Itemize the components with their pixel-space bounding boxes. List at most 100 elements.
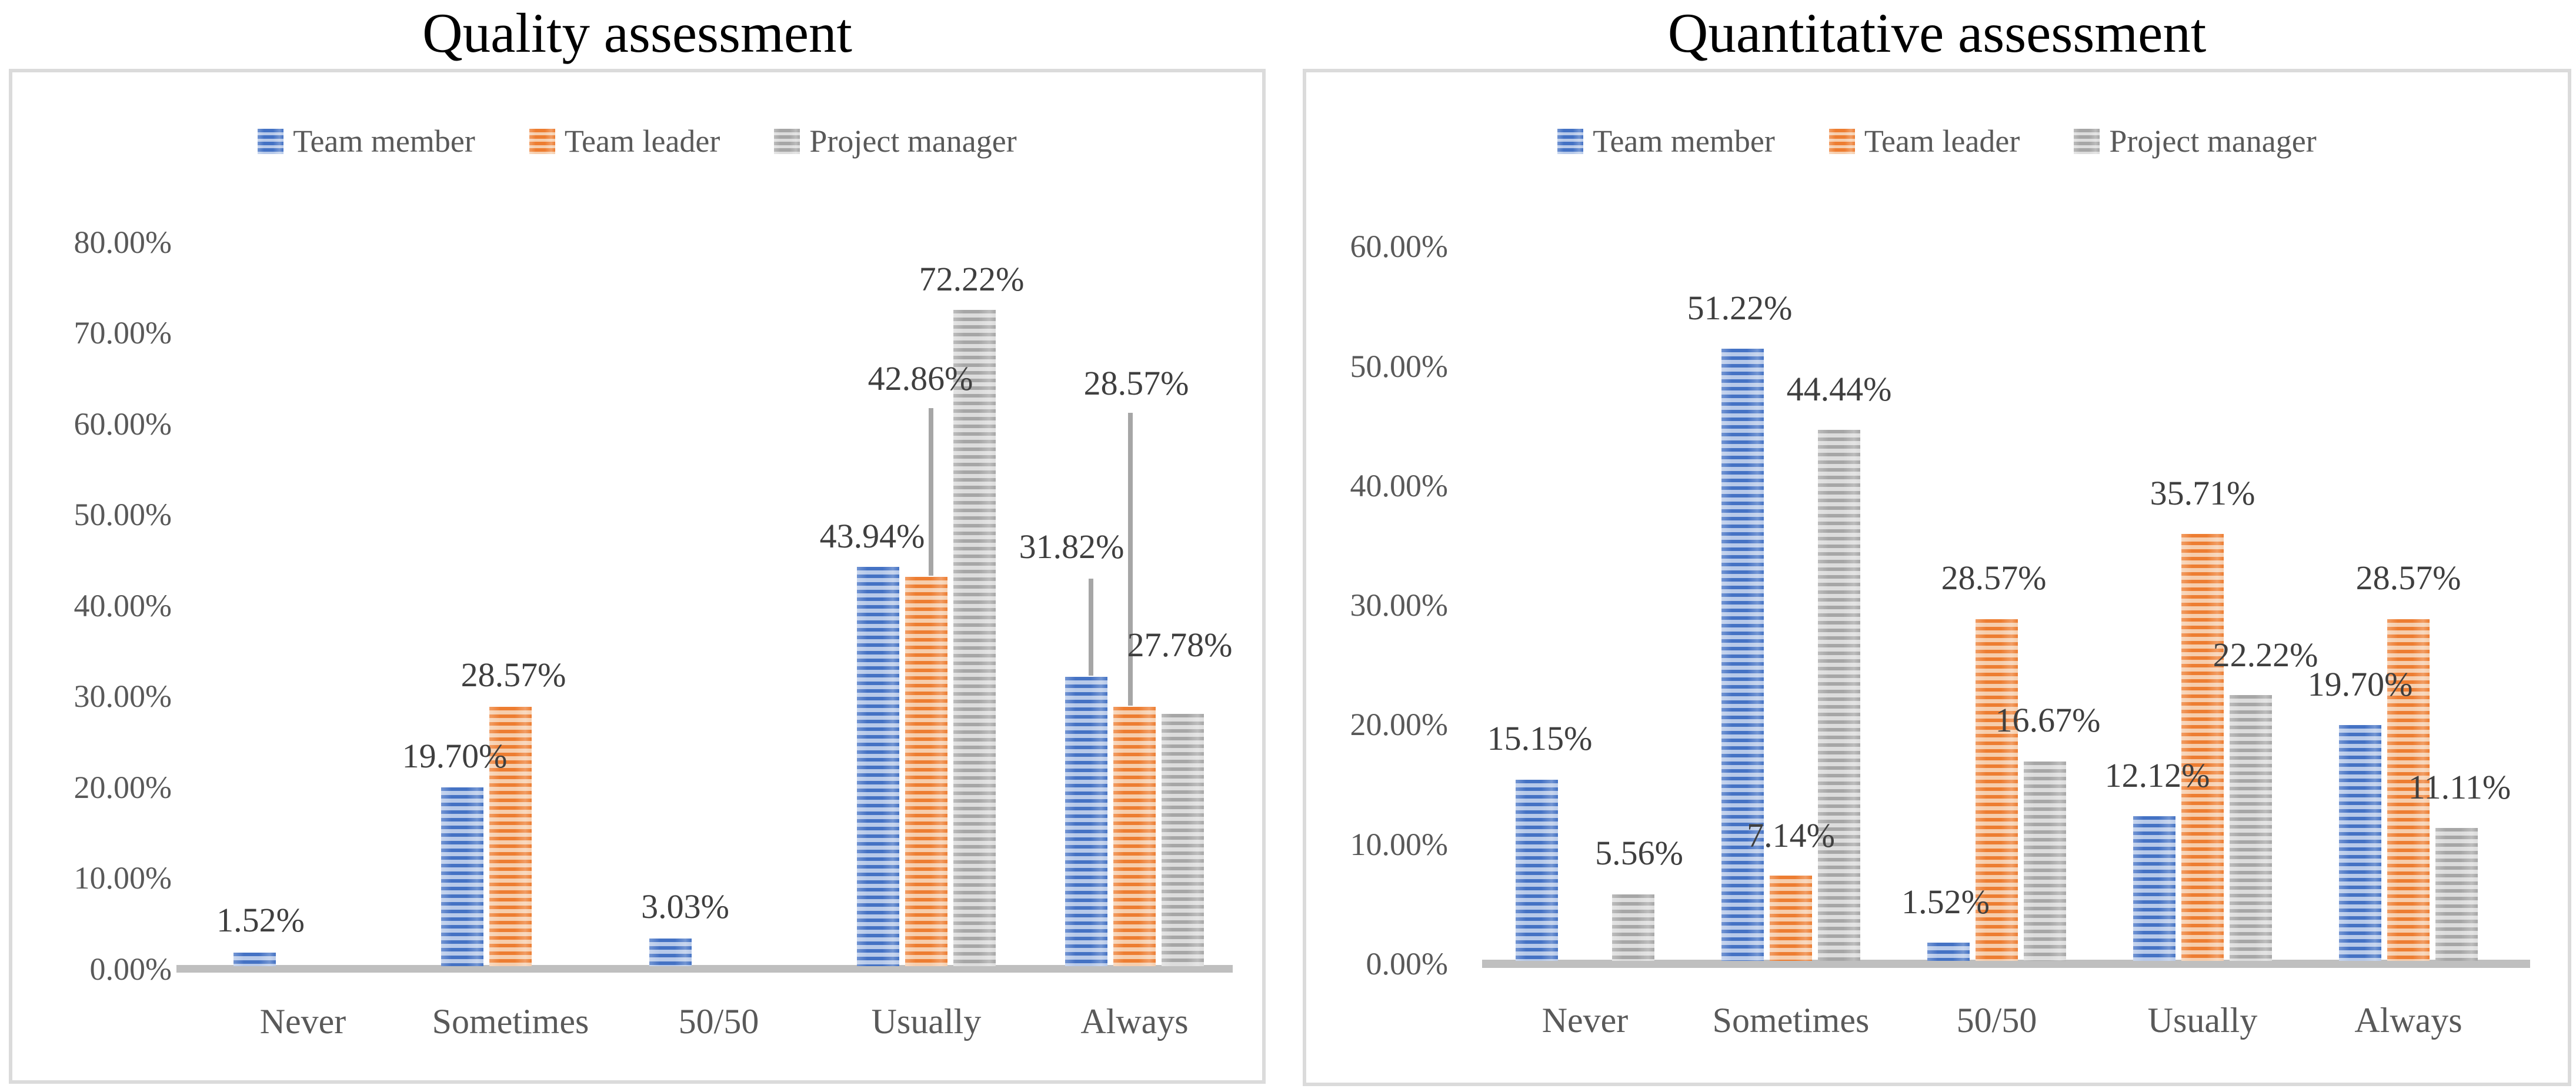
quality-category-label-50-50: 50/50	[678, 1002, 759, 1041]
quantitative-data-label-sometimes-project-manager: 44.44%	[1786, 370, 1892, 408]
quality-bar-sometimes-team-member	[441, 787, 483, 966]
legend-label: Team member	[293, 123, 475, 159]
quality-bar-always-team-leader	[1113, 707, 1156, 966]
quantitative-bar-never-project-manager	[1612, 894, 1654, 961]
quality-data-label-always-team-leader: 28.57%	[1083, 364, 1189, 402]
quality-category-label-always: Always	[1080, 1002, 1189, 1041]
quality-data-label-sometimes-team-member: 19.70%	[402, 737, 508, 775]
quantitative-category-label-usually: Usually	[2147, 1001, 2258, 1040]
quality-ytick-50: 50.00%	[74, 497, 172, 532]
chart-title-quality: Quality assessment	[422, 2, 852, 64]
quality-ytick-20: 20.00%	[74, 770, 172, 805]
quality-bar-always-project-manager	[1162, 714, 1204, 966]
quantitative-data-label-always-team-member: 19.70%	[2307, 665, 2413, 703]
legend-swatch-icon-team-member	[1557, 129, 1584, 155]
quantitative-bar-sometimes-team-member	[1721, 349, 1764, 961]
quantitative-ytick-60: 60.00%	[1350, 229, 1448, 264]
quantitative-bar-sometimes-team-leader	[1770, 876, 1812, 961]
quantitative-legend-item-team-leader: Team leader	[1828, 123, 2020, 159]
quantitative-bar-always-team-member	[2339, 725, 2381, 961]
legend-swatch-icon-project-manager	[2074, 129, 2100, 155]
quantitative-bar-usually-project-manager	[2230, 695, 2272, 961]
quantitative-ytick-0: 0.00%	[1366, 946, 1448, 981]
legend-swatch-icon-team-leader	[1828, 129, 1855, 155]
quality-ytick-10: 10.00%	[74, 860, 172, 896]
quality-ytick-30: 30.00%	[74, 679, 172, 714]
legend-swatch-icon-project-manager	[774, 129, 800, 155]
quantitative-x-axis-line	[1482, 960, 2530, 968]
quality-data-label-never-team-member: 1.52%	[216, 901, 305, 939]
quantitative-data-label-never-project-manager: 5.56%	[1595, 834, 1683, 872]
quantitative-bar-50-50-project-manager	[2024, 762, 2066, 961]
quantitative-data-label-usually-team-leader: 35.71%	[2150, 474, 2255, 512]
quality-bar-usually-project-manager	[953, 310, 996, 966]
quantitative-data-label-50-50-team-leader: 28.57%	[1941, 559, 2047, 597]
quantitative-ytick-10: 10.00%	[1350, 827, 1448, 862]
quality-data-label-sometimes-team-leader: 28.57%	[461, 656, 566, 694]
quality-category-label-usually: Usually	[871, 1002, 982, 1041]
quality-bar-usually-team-member	[857, 567, 899, 966]
legend-label: Team leader	[1864, 123, 2020, 159]
legend-label: Team member	[1593, 123, 1775, 159]
quality-leader-line-always-team-leader	[1128, 413, 1133, 706]
legend-swatch-icon-team-member	[258, 129, 284, 155]
quantitative-bar-usually-team-leader	[2181, 534, 2224, 961]
quality-data-label-usually-project-manager: 72.22%	[919, 260, 1025, 298]
quality-data-label-usually-team-leader: 42.86%	[867, 359, 973, 398]
quantitative-legend: Team member Team leader Project manager	[1303, 121, 2571, 162]
quantitative-data-label-usually-project-manager: 22.22%	[2213, 636, 2318, 674]
quality-bar-50-50-team-member	[649, 939, 692, 966]
quantitative-data-label-sometimes-team-member: 51.22%	[1687, 289, 1793, 327]
quality-legend-item-team-leader: Team leader	[529, 123, 720, 159]
quality-x-axis-line	[176, 965, 1233, 973]
quality-ytick-40: 40.00%	[74, 588, 172, 623]
chart-panel-quality	[9, 69, 1266, 1084]
quantitative-data-label-always-team-leader: 28.57%	[2355, 559, 2461, 597]
quality-bar-always-team-member	[1065, 677, 1107, 966]
quantitative-data-label-sometimes-team-leader: 7.14%	[1747, 816, 1835, 854]
quantitative-bar-always-project-manager	[2435, 828, 2478, 961]
quantitative-category-label-never: Never	[1541, 1001, 1629, 1040]
quality-ytick-70: 70.00%	[74, 315, 172, 350]
quality-data-label-always-team-member: 31.82%	[1019, 527, 1125, 566]
quantitative-ytick-50: 50.00%	[1350, 349, 1448, 384]
legend-label: Team leader	[564, 123, 720, 159]
quantitative-category-label-always: Always	[2354, 1001, 2462, 1040]
quality-category-label-sometimes: Sometimes	[432, 1002, 589, 1041]
quality-legend-item-team-member: Team member	[258, 123, 475, 159]
quantitative-bar-sometimes-project-manager	[1818, 430, 1860, 961]
quality-bar-never-team-member	[233, 953, 276, 966]
quantitative-category-label-50-50: 50/50	[1956, 1001, 2037, 1040]
quality-leader-line-always-team-member	[1089, 579, 1093, 676]
quantitative-ytick-20: 20.00%	[1350, 707, 1448, 742]
quantitative-data-label-50-50-project-manager: 16.67%	[1995, 701, 2101, 739]
quantitative-bar-usually-team-member	[2133, 816, 2175, 961]
quality-data-label-always-project-manager: 27.78%	[1127, 626, 1233, 664]
legend-label: Project manager	[2109, 123, 2317, 159]
legend-swatch-icon-team-leader	[529, 129, 555, 155]
quality-data-label-50-50-team-member: 3.03%	[641, 887, 729, 926]
quantitative-data-label-always-project-manager: 11.11%	[2408, 768, 2511, 806]
quality-category-label-never: Never	[259, 1002, 346, 1041]
quality-ytick-80: 80.00%	[74, 225, 172, 260]
quantitative-bar-50-50-team-member	[1927, 943, 1970, 961]
quality-legend: Team member Team leader Project manager	[9, 121, 1266, 162]
quantitative-ytick-30: 30.00%	[1350, 587, 1448, 623]
quantitative-legend-item-project-manager: Project manager	[2074, 123, 2317, 159]
quantitative-data-label-usually-team-member: 12.12%	[2104, 756, 2210, 794]
quantitative-ytick-40: 40.00%	[1350, 468, 1448, 503]
legend-label: Project manager	[809, 123, 1017, 159]
quantitative-bar-always-team-leader	[2387, 619, 2430, 961]
quantitative-data-label-never-team-member: 15.15%	[1487, 719, 1593, 757]
chart-title-quantitative: Quantitative assessment	[1667, 2, 2207, 64]
quality-ytick-60: 60.00%	[74, 406, 172, 442]
quality-ytick-0: 0.00%	[89, 951, 172, 987]
quality-leader-line-usually-team-leader	[929, 408, 933, 576]
quality-bar-sometimes-team-leader	[489, 707, 532, 966]
quantitative-category-label-sometimes: Sometimes	[1712, 1001, 1870, 1040]
quality-legend-item-project-manager: Project manager	[774, 123, 1017, 159]
quality-data-label-usually-team-member: 43.94%	[819, 517, 925, 555]
quality-bar-usually-team-leader	[905, 577, 947, 966]
quantitative-data-label-50-50-team-member: 1.52%	[1901, 883, 1990, 921]
